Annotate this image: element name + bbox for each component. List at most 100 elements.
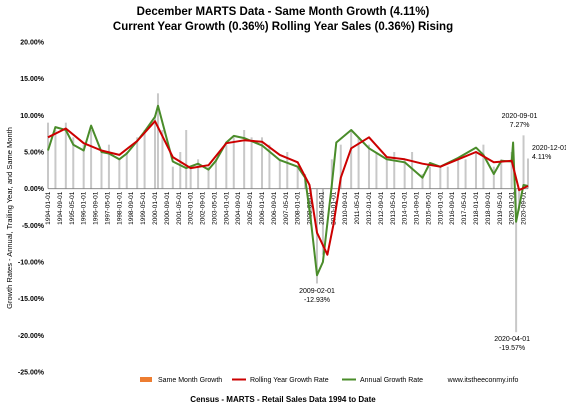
same-month-bar	[225, 144, 228, 189]
y-tick-label: -25.00%	[18, 370, 45, 377]
x-tick-label: 2011-05-01	[354, 191, 361, 224]
same-month-bar	[500, 159, 503, 189]
legend-swatch-bar	[140, 377, 152, 382]
y-tick-label: -10.00%	[18, 260, 45, 267]
x-tick-label: 2004-01-01	[223, 191, 230, 225]
y-tick-label: -5.00%	[22, 223, 45, 230]
same-month-bar	[330, 159, 333, 189]
same-month-bar	[296, 166, 299, 189]
same-month-bar	[393, 152, 396, 189]
x-tick-label: 2002-09-01	[200, 191, 207, 225]
same-month-bar	[214, 159, 217, 189]
same-month-bar	[439, 166, 442, 189]
x-tick-label: 2006-01-01	[259, 191, 266, 225]
same-month-bar	[474, 152, 477, 189]
x-tick-label: 2007-05-01	[283, 191, 290, 225]
series-lines	[47, 104, 529, 277]
y-tick-label: 20.00%	[20, 40, 45, 47]
x-tick-label: 2010-09-01	[342, 191, 349, 225]
x-tick-label: 1998-09-01	[128, 191, 135, 225]
y-tick-label: 10.00%	[20, 113, 45, 120]
y-tick-label: 5.00%	[24, 150, 45, 157]
x-tick-label: 1997-05-01	[104, 191, 111, 225]
x-tick-label: 1996-09-01	[93, 191, 100, 225]
same-month-bar	[482, 144, 485, 189]
same-month-bar	[510, 152, 513, 189]
same-month-bar	[339, 144, 342, 189]
same-month-bar	[156, 93, 159, 189]
legend-label: Rolling Year Growth Rate	[250, 377, 329, 384]
x-tick-label: 2001-05-01	[176, 191, 183, 225]
same-month-bar	[125, 152, 128, 189]
x-tick-label: 2020-09-01	[521, 191, 528, 225]
x-tick-label: 2013-05-01	[390, 191, 397, 225]
x-tick-label: 1996-01-01	[81, 191, 88, 225]
x-tick-label: 2018-09-01	[485, 191, 492, 225]
same-month-bar	[492, 166, 495, 189]
same-month-bar	[197, 159, 200, 189]
same-month-bar	[367, 144, 370, 189]
x-tick-label: 2003-05-01	[211, 191, 218, 225]
annotation-value: -12.93%	[304, 297, 330, 304]
x-tick-label: 2000-09-01	[164, 191, 171, 225]
chart-title-line2: Current Year Growth (0.36%) Rolling Year…	[112, 21, 454, 33]
x-tick-label: 2016-01-01	[437, 191, 444, 225]
x-tick-label: 1998-01-01	[116, 191, 123, 225]
same-month-bar	[171, 166, 174, 189]
same-month-bar	[136, 137, 139, 189]
legend: Same Month Growth Rolling Year Growth Rat…	[140, 377, 423, 384]
x-tick-label: 2004-09-01	[235, 191, 242, 225]
annotation-date: 2020-04-01	[494, 336, 530, 343]
same-month-bar	[321, 188, 324, 255]
annotation-date: 2020-12-01	[532, 145, 566, 152]
y-tick-label: -20.00%	[18, 333, 45, 340]
x-tick-label: 1994-01-01	[45, 191, 52, 225]
same-month-bar	[107, 144, 110, 189]
x-tick-label: 2010-01-01	[330, 191, 337, 225]
x-tick-label: 2008-01-01	[295, 191, 302, 225]
same-month-bar	[464, 159, 467, 189]
same-month-bar	[286, 152, 289, 189]
same-month-bar	[64, 122, 67, 189]
same-month-bar	[375, 152, 378, 189]
same-month-bar	[518, 188, 521, 211]
same-month-bar	[232, 137, 235, 189]
legend-label: Annual Growth Rate	[360, 377, 423, 384]
annual-growth-rate-line	[47, 104, 529, 277]
x-tick-label: 2014-09-01	[414, 191, 421, 225]
same-month-bar	[250, 137, 253, 189]
same-month-bar	[207, 166, 210, 189]
same-month-bar	[185, 130, 188, 189]
x-tick-label: 2015-05-01	[425, 191, 432, 225]
same-month-bar	[411, 152, 414, 189]
x-tick-label: 2009-05-01	[318, 191, 325, 225]
x-tick-label: 2020-01-01	[509, 191, 516, 225]
x-tick-label: 2017-05-01	[461, 191, 468, 225]
y-axis-ticks: 20.00% 15.00% 10.00% 5.00% 0.00% -5.00% -10.00…	[18, 40, 45, 377]
x-tick-label: 2014-01-01	[402, 191, 409, 225]
same-month-bar	[357, 137, 360, 189]
y-tick-label: 15.00%	[20, 76, 45, 83]
same-month-bar	[54, 130, 57, 189]
same-month-bar	[260, 137, 263, 189]
same-month-bar	[47, 122, 49, 189]
same-month-bar	[315, 188, 318, 284]
same-month-bar	[118, 159, 121, 189]
same-month-bar	[82, 144, 85, 189]
annotation-value: 4.11%	[532, 154, 551, 161]
same-month-bar	[385, 159, 388, 189]
same-month-bar	[421, 174, 424, 189]
same-month-bar	[243, 130, 246, 189]
x-tick-label: 2019-05-01	[497, 191, 504, 225]
same-month-bar	[446, 166, 449, 189]
y-tick-label: -15.00%	[18, 296, 45, 303]
x-tick-label: 2012-01-01	[366, 191, 373, 225]
x-tick-label: 2018-01-01	[473, 191, 480, 225]
legend-label: Same Month Growth	[158, 377, 222, 384]
same-month-bar	[143, 130, 146, 189]
source-footer: Census - MARTS - Retail Sales Data 1994 …	[190, 395, 376, 404]
x-tick-label: 2016-09-01	[449, 191, 456, 225]
same-month-bar	[90, 130, 93, 189]
x-tick-label: 2005-05-01	[247, 191, 254, 225]
